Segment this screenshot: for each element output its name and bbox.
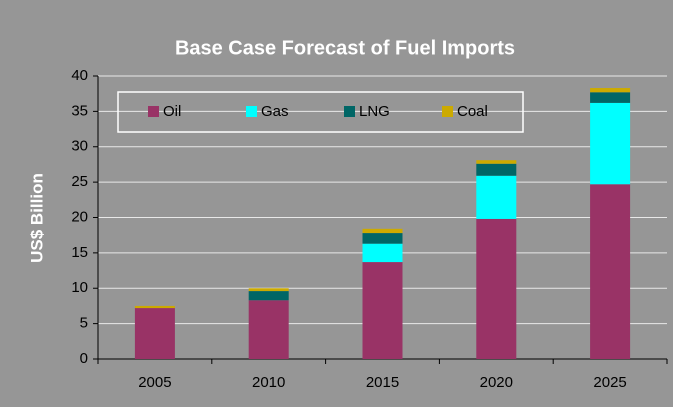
legend-swatch (246, 106, 257, 117)
bar-segment (248, 288, 289, 292)
legend-swatch (148, 106, 159, 117)
y-tick-label: 0 (80, 350, 88, 367)
legend-swatch (344, 106, 355, 117)
bar-segment (476, 160, 517, 164)
y-tick-label: 5 (80, 315, 88, 332)
legend-label: Coal (457, 103, 488, 120)
legend-swatch (442, 106, 453, 117)
y-tick-label: 10 (71, 279, 88, 296)
bar-segment (590, 88, 631, 93)
bar-segment (362, 233, 403, 244)
bar-segment (476, 163, 517, 176)
x-tick-label: 2010 (252, 374, 285, 391)
y-tick-label: 15 (71, 244, 88, 261)
bar-segment (476, 218, 517, 359)
y-tick-label: 25 (71, 173, 88, 190)
bar-segment (248, 300, 289, 359)
y-tick-label: 40 (71, 67, 88, 84)
y-axis-label: US$ Billion (27, 173, 46, 263)
legend-box (117, 91, 524, 133)
y-tick-label: 35 (71, 102, 88, 119)
bar-segment (362, 262, 403, 359)
bar-segment (590, 184, 631, 359)
legend-label: Oil (163, 103, 181, 120)
bar-segment (590, 92, 631, 103)
y-tick-label: 20 (71, 208, 88, 225)
bar-segment (248, 291, 289, 301)
bar-segment (134, 305, 175, 309)
legend-label: LNG (359, 103, 390, 120)
bar-segment (362, 228, 403, 234)
bar-segment (362, 243, 403, 263)
bar-segment (590, 102, 631, 185)
x-tick-label: 2025 (593, 374, 626, 391)
bar-segment (134, 308, 175, 359)
x-tick-label: 2005 (138, 374, 171, 391)
legend-label: Gas (261, 103, 289, 120)
x-tick-label: 2015 (366, 374, 399, 391)
chart-title: Base Case Forecast of Fuel Imports (175, 37, 515, 59)
bar-segment (476, 175, 517, 219)
y-tick-label: 30 (71, 138, 88, 155)
x-tick-label: 2020 (480, 374, 513, 391)
